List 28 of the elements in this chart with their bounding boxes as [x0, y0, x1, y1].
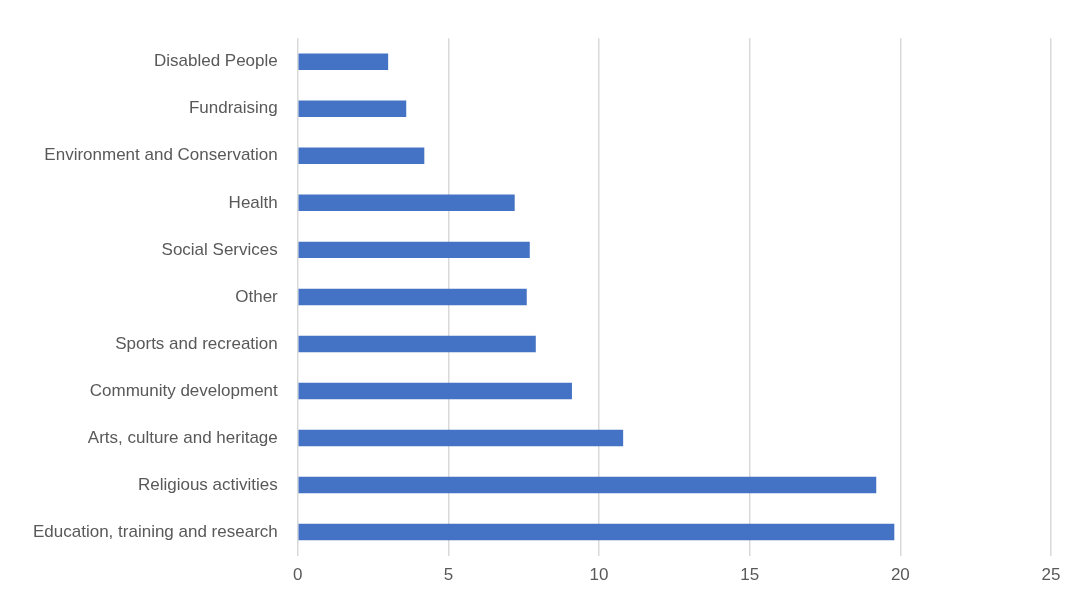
bar — [298, 476, 877, 494]
bar — [298, 523, 895, 541]
bar — [298, 147, 425, 165]
bar — [298, 335, 536, 353]
bar — [298, 382, 572, 400]
y-tick-label: Community development — [89, 380, 279, 400]
x-tick-label: 0 — [293, 565, 303, 585]
bar — [298, 100, 407, 117]
y-tick-label: Religious activities — [137, 474, 278, 494]
y-tick-label: Other — [235, 286, 279, 306]
y-tick-label: Environment and Conservation — [44, 145, 278, 165]
x-tick-label: 5 — [443, 565, 454, 585]
x-tick-label: 25 — [1041, 565, 1061, 585]
x-tick-label: 20 — [890, 565, 910, 585]
y-tick-label: Fundraising — [188, 98, 278, 118]
y-tick-label: Health — [228, 192, 278, 212]
y-tick-label: Sports and recreation — [115, 333, 278, 353]
y-tick-label: Arts, culture and heritage — [87, 427, 278, 447]
bar — [298, 53, 389, 70]
y-tick-label: Disabled People — [153, 51, 278, 71]
bar — [298, 194, 515, 212]
y-tick-label: Social Services — [161, 239, 278, 259]
bar — [298, 288, 527, 306]
bar — [298, 429, 624, 447]
x-tick-label: 15 — [740, 565, 760, 585]
x-tick-label: 10 — [589, 565, 609, 585]
y-tick-label: Education, training and research — [33, 521, 278, 541]
bar — [298, 241, 530, 259]
